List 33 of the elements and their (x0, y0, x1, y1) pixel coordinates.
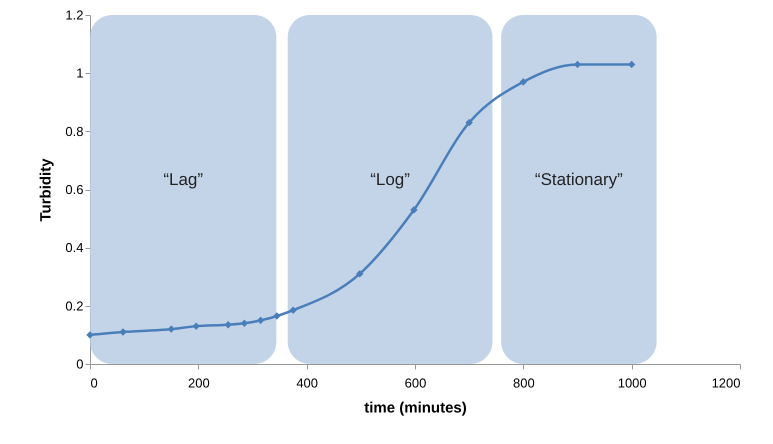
band-label: “Log” (370, 170, 410, 189)
point (192, 322, 200, 330)
point (256, 316, 264, 324)
point (574, 60, 582, 68)
x-tick-label: 200 (188, 376, 210, 390)
point (410, 206, 418, 214)
y-tick-label: 0 (76, 356, 84, 372)
x-axis-title: time (minutes) (364, 400, 467, 416)
x-tick-label: 800 (512, 376, 535, 390)
y-axis-title: Turbidity (37, 158, 54, 222)
x-tick-label: 400 (296, 376, 318, 390)
x-tick-label: 0 (90, 376, 98, 390)
y-tick-label: 0.2 (65, 298, 84, 314)
point (224, 321, 232, 328)
x-tick-label: 600 (404, 376, 426, 390)
point (520, 78, 528, 86)
band-label: “Stationary” (534, 170, 624, 189)
y-tick-label: 0.4 (65, 240, 84, 256)
y-tick-label: 1.2 (65, 8, 84, 22)
x-tick-label: 1200 (712, 376, 740, 390)
point (168, 325, 175, 333)
y-tick-label: 0.6 (65, 182, 84, 197)
x-tick-label: 1000 (618, 376, 647, 390)
y-tick-label: 1 (76, 66, 84, 81)
point (273, 312, 281, 320)
point (289, 306, 297, 314)
point (356, 270, 364, 278)
y-tick-label: 0.8 (65, 124, 84, 139)
point (240, 320, 248, 327)
band-label: “Lag” (163, 170, 204, 189)
point (86, 331, 94, 339)
point (465, 118, 473, 126)
point (119, 328, 127, 336)
